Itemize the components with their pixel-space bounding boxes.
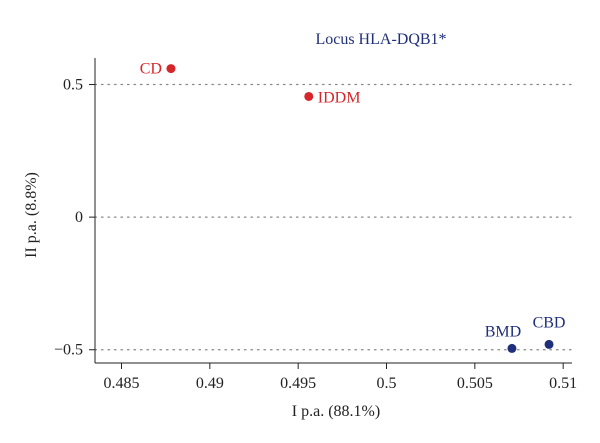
x-tick-label: 0.495 [280, 375, 316, 392]
point-label-iddm: IDDM [318, 89, 361, 106]
x-tick-label: 0.51 [549, 375, 577, 392]
axes [94, 58, 572, 364]
x-tick-label: 0.485 [104, 375, 140, 392]
gridlines [94, 83, 573, 351]
x-tick-label: 0.49 [196, 375, 224, 392]
tick-marks: 0.485 0.49 0.495 0.5 0.505 0.51 −0.5 0 0.5 [54, 77, 577, 392]
x-axis-title: I p.a. (88.1%) [292, 403, 380, 420]
chart-title: Locus HLA-DQB1* [315, 31, 446, 48]
point-label-cbd: CBD [533, 314, 566, 331]
point-label-cd: CD [140, 61, 162, 78]
point-label-bmd: BMD [485, 323, 521, 340]
data-points: CD IDDM BMD CBD [140, 61, 566, 353]
point-cbd [544, 339, 554, 349]
x-tick-label: 0.5 [377, 375, 397, 392]
point-cd [166, 64, 176, 74]
point-iddm [304, 91, 314, 101]
y-tick-label: 0 [75, 209, 83, 226]
y-tick-label: −0.5 [54, 342, 83, 359]
y-axis-title: II p.a. (8.8%) [23, 172, 40, 258]
y-tick-label: 0.5 [63, 77, 83, 94]
x-tick-label: 0.505 [457, 375, 493, 392]
point-bmd [507, 343, 517, 353]
